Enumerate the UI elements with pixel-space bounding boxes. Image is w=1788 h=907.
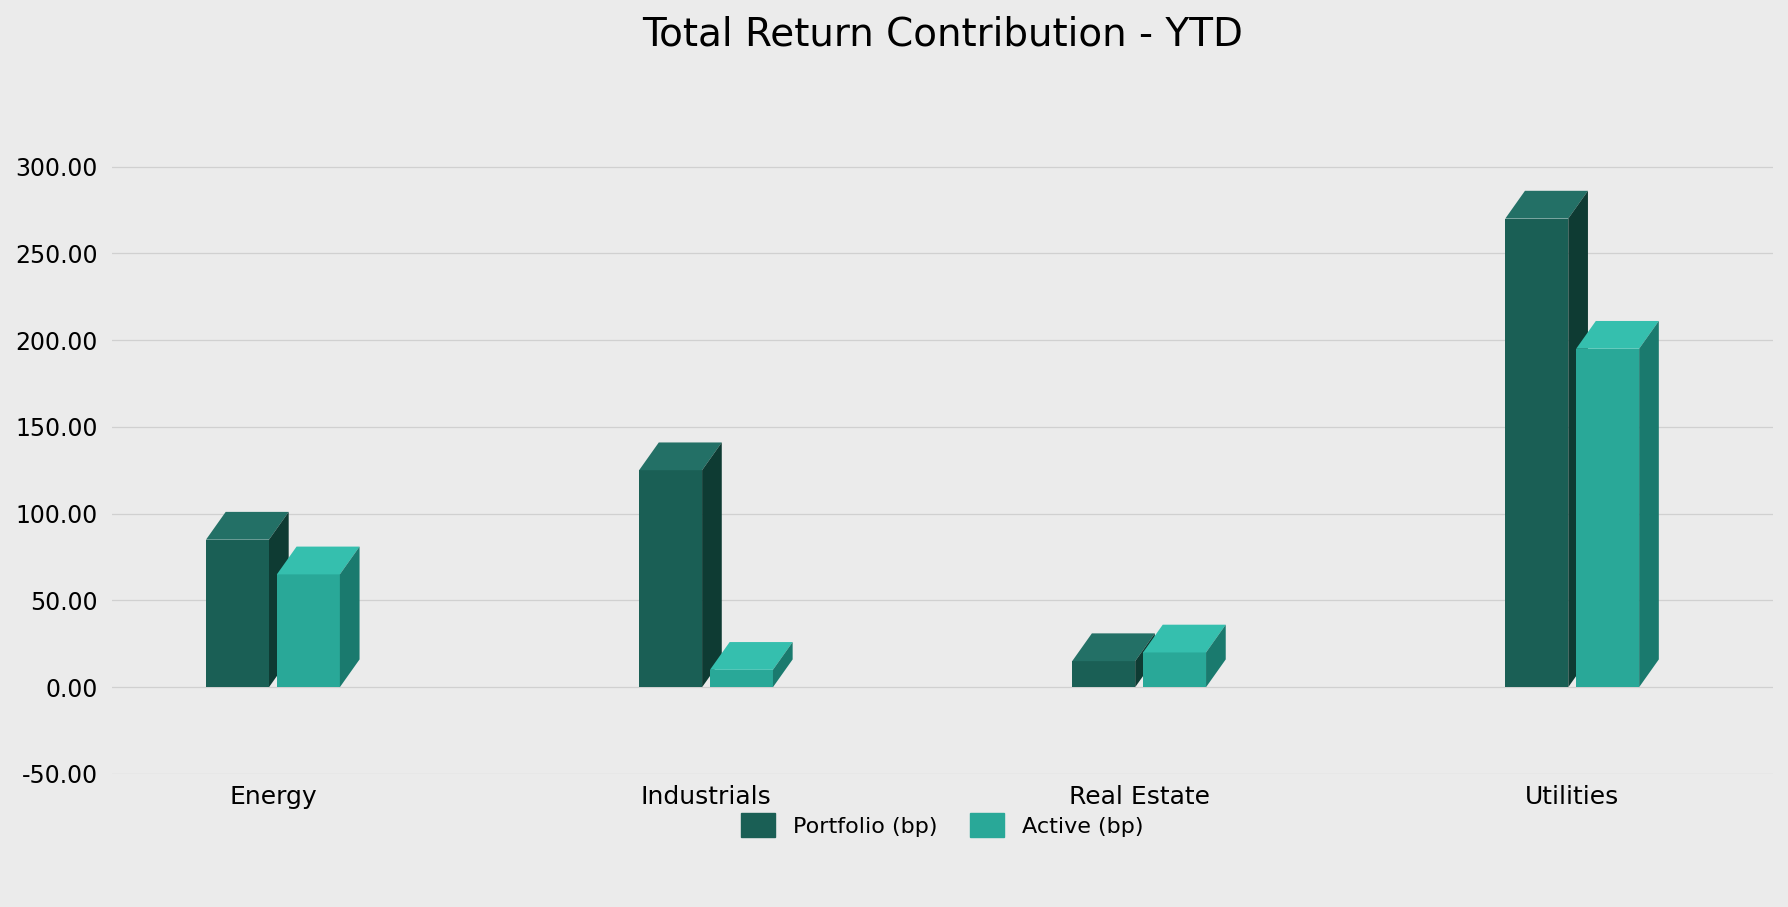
Polygon shape [710, 642, 792, 669]
Title: Total Return Contribution - YTD: Total Return Contribution - YTD [642, 15, 1243, 53]
Polygon shape [703, 443, 722, 688]
Polygon shape [1073, 661, 1135, 688]
Polygon shape [277, 547, 359, 574]
Polygon shape [340, 547, 359, 688]
Polygon shape [710, 669, 772, 688]
Polygon shape [1577, 348, 1640, 688]
Polygon shape [1143, 625, 1227, 652]
Polygon shape [1505, 219, 1568, 688]
Polygon shape [1143, 652, 1207, 688]
Polygon shape [206, 540, 268, 688]
Polygon shape [1505, 190, 1588, 219]
Polygon shape [277, 574, 340, 688]
Polygon shape [638, 470, 703, 688]
Polygon shape [1577, 321, 1659, 348]
Polygon shape [1073, 633, 1155, 661]
Polygon shape [638, 443, 722, 470]
Polygon shape [1640, 321, 1659, 688]
Polygon shape [1135, 633, 1155, 688]
Legend: Portfolio (bp), Active (bp): Portfolio (bp), Active (bp) [733, 805, 1151, 846]
Polygon shape [206, 512, 288, 540]
Polygon shape [772, 642, 792, 688]
Polygon shape [1568, 190, 1588, 688]
Polygon shape [268, 512, 288, 688]
Polygon shape [1207, 625, 1227, 688]
